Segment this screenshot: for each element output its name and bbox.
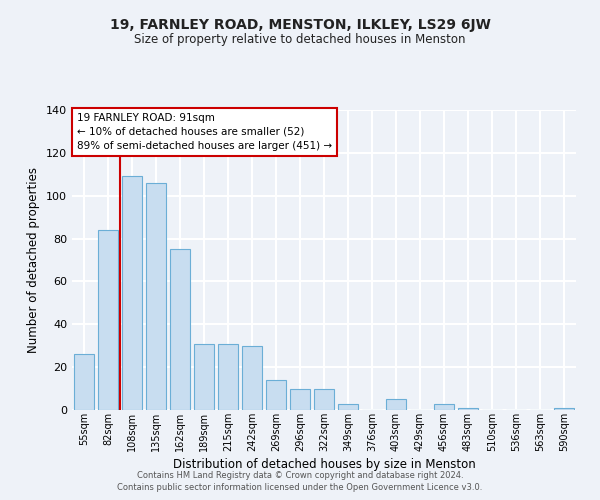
Text: Contains HM Land Registry data © Crown copyright and database right 2024.: Contains HM Land Registry data © Crown c… [137,471,463,480]
Bar [338,404,358,410]
Bar [194,344,214,410]
Text: Size of property relative to detached houses in Menston: Size of property relative to detached ho… [134,32,466,46]
Bar [170,250,190,410]
Bar [242,346,262,410]
X-axis label: Distribution of detached houses by size in Menston: Distribution of detached houses by size … [173,458,475,470]
Bar [218,344,238,410]
Text: 19 FARNLEY ROAD: 91sqm
← 10% of detached houses are smaller (52)
89% of semi-det: 19 FARNLEY ROAD: 91sqm ← 10% of detached… [77,113,332,151]
Bar [146,183,166,410]
Y-axis label: Number of detached properties: Number of detached properties [28,167,40,353]
Bar [290,388,310,410]
Text: Contains public sector information licensed under the Open Government Licence v3: Contains public sector information licen… [118,484,482,492]
Bar [434,404,454,410]
Bar [554,408,574,410]
Bar [122,176,142,410]
Bar [386,400,406,410]
Bar [98,230,118,410]
Bar [458,408,478,410]
Text: 19, FARNLEY ROAD, MENSTON, ILKLEY, LS29 6JW: 19, FARNLEY ROAD, MENSTON, ILKLEY, LS29 … [110,18,490,32]
Bar [74,354,94,410]
Bar [314,388,334,410]
Bar [266,380,286,410]
